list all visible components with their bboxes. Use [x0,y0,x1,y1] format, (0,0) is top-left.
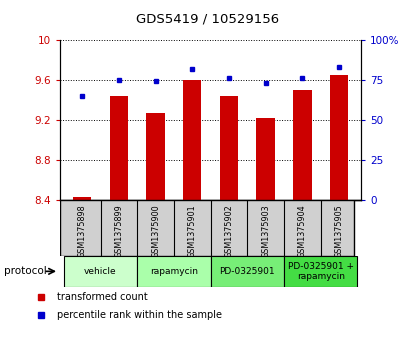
Bar [211,256,284,287]
Text: rapamycin: rapamycin [150,267,198,276]
Text: GSM1375902: GSM1375902 [225,204,234,258]
Text: percentile rank within the sample: percentile rank within the sample [57,310,222,320]
Bar [110,96,128,200]
Text: vehicle: vehicle [84,267,117,276]
Bar [330,75,348,200]
Text: PD-0325901 +
rapamycin: PD-0325901 + rapamycin [288,262,354,281]
Text: PD-0325901: PD-0325901 [220,267,275,276]
Bar [284,256,357,287]
Bar [73,197,91,200]
Bar [293,90,312,200]
Bar [64,256,137,287]
Text: GSM1375898: GSM1375898 [78,204,87,258]
Text: protocol: protocol [4,266,47,276]
Text: GSM1375903: GSM1375903 [261,204,270,258]
Text: GSM1375899: GSM1375899 [115,204,123,258]
Bar [183,80,201,200]
Text: GSM1375900: GSM1375900 [151,204,160,258]
Text: GSM1375905: GSM1375905 [334,204,344,258]
Text: GSM1375901: GSM1375901 [188,204,197,258]
Bar [220,96,238,200]
Bar [146,113,165,200]
Bar [256,118,275,200]
Text: GDS5419 / 10529156: GDS5419 / 10529156 [136,13,279,26]
Bar [137,256,211,287]
Text: transformed count: transformed count [57,292,148,302]
Text: GSM1375904: GSM1375904 [298,204,307,258]
